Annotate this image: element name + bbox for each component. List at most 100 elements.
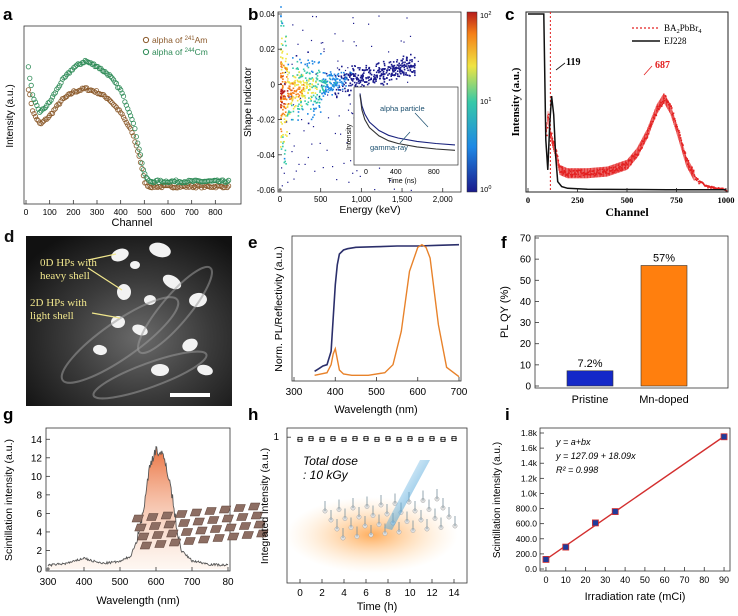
y-tick-label: 10 (31, 472, 43, 483)
density-point (338, 89, 340, 91)
density-point (334, 83, 336, 85)
density-point (303, 90, 306, 92)
data-point-241am (129, 130, 135, 136)
density-point (318, 105, 320, 107)
ba2pbbr4-point (546, 134, 548, 137)
density-point (332, 77, 334, 80)
density-point (284, 95, 286, 98)
y-tick-label: 1.2k (521, 473, 538, 483)
micrograph-flakes (60, 242, 213, 400)
data-point-244cm (49, 94, 56, 100)
x-tick-label: 30 (600, 575, 610, 585)
density-point (283, 157, 286, 160)
density-point (342, 77, 345, 80)
x-tick-label: 500 (137, 207, 151, 217)
density-point (288, 93, 290, 95)
density-point (285, 57, 287, 60)
density-point (383, 62, 386, 65)
density-point (292, 81, 295, 84)
density-point (380, 74, 382, 77)
x-tick-label: 500 (621, 195, 634, 205)
density-point (289, 85, 291, 88)
density-point (376, 76, 378, 79)
density-point (329, 89, 331, 92)
x-tick-label: 700 (184, 577, 201, 588)
density-point (283, 140, 285, 143)
panel-c-ba2pbbr4-series (545, 93, 728, 192)
lattice-octahedron (131, 514, 144, 523)
ba2pbbr4-point (582, 174, 585, 177)
ba2pbbr4-point (697, 178, 699, 180)
data-point-241am (44, 116, 50, 122)
density-point (343, 74, 345, 77)
density-point (322, 85, 324, 88)
density-point (312, 94, 315, 97)
x-tick-label: 1,500 (392, 195, 413, 204)
density-point (302, 68, 305, 71)
density-point (369, 72, 372, 75)
category-label-pristine: Pristine (572, 394, 609, 406)
x-tick-label: 4 (341, 588, 347, 599)
density-point (352, 172, 354, 174)
x-tick-label: 0 (543, 575, 548, 585)
density-point (323, 81, 325, 83)
x-tick-label: 0 (526, 195, 530, 205)
density-point (308, 72, 311, 74)
density-point (358, 68, 361, 71)
lattice-octahedron (227, 532, 240, 541)
lattice-octahedron (253, 520, 266, 529)
x-tick-label: 70 (679, 575, 689, 585)
density-point (346, 77, 348, 80)
panel-h-x-label: Time (h) (357, 601, 398, 613)
panel-a-x-label: Channel (112, 217, 153, 229)
density-point (291, 63, 293, 65)
panel-h-y-label: Integrated intensity (a.u.) (259, 448, 271, 564)
density-point (316, 86, 318, 88)
x-tick-label: 400 (327, 387, 344, 398)
density-point (283, 72, 286, 74)
density-point (286, 81, 289, 83)
density-point (345, 85, 347, 87)
density-point (315, 97, 318, 100)
density-point (362, 75, 364, 77)
density-point (282, 105, 285, 108)
density-point (292, 110, 295, 113)
density-point (292, 92, 294, 94)
density-point (296, 79, 299, 82)
density-point (280, 148, 283, 150)
data-point-241am (49, 110, 56, 117)
density-point (316, 72, 319, 74)
density-point (383, 81, 386, 83)
density-point (343, 83, 345, 86)
density-point (402, 58, 404, 60)
ba2pbbr4-point (703, 183, 705, 185)
density-point (363, 84, 365, 87)
panel-g-spectrum-line (47, 445, 229, 568)
data-point-241am (108, 98, 114, 105)
ba2pbbr4-point (707, 186, 709, 189)
x-tick-label: 10 (561, 575, 571, 585)
inset-label-alpha: alpha particle (380, 104, 425, 113)
data-point-244cm (132, 126, 138, 132)
density-point (361, 76, 364, 78)
density-point (406, 74, 409, 76)
panel-b-label: b (248, 5, 258, 24)
density-point (284, 82, 287, 84)
density-point (285, 35, 287, 38)
density-point (358, 82, 360, 85)
panel-b-x-label: Energy (keV) (339, 204, 400, 216)
density-point (285, 120, 288, 122)
density-point (286, 105, 289, 108)
density-point (281, 185, 283, 187)
bar-pristine (566, 370, 614, 387)
lattice-octahedron (241, 531, 254, 539)
panel-e-pl-line (314, 243, 460, 378)
density-point (294, 76, 297, 79)
density-point (333, 73, 336, 76)
density-point (280, 106, 282, 109)
density-point (348, 84, 350, 87)
density-point (389, 66, 391, 68)
density-point (347, 73, 350, 76)
density-point (338, 68, 341, 71)
panel-i-y-ticks: 0.0 200.0 400.0 600.0 800.0 1.0k 1.2k 1.4k 1.6k 1… (516, 428, 544, 574)
